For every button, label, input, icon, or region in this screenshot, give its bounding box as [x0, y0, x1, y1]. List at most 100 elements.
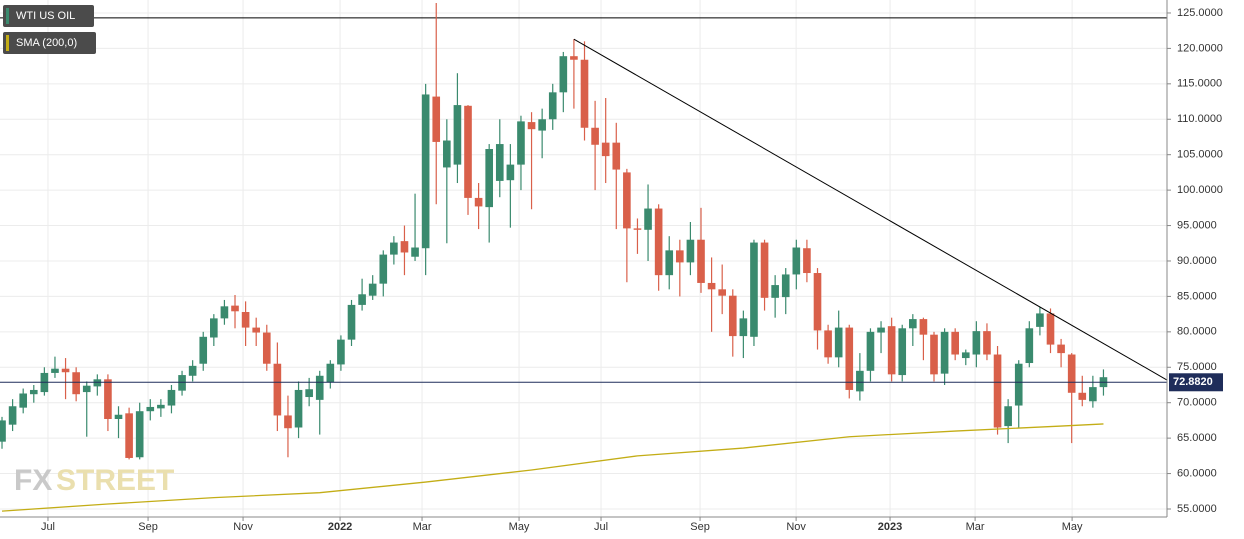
candle-body — [866, 331, 875, 371]
x-tick-label: 2022 — [328, 521, 352, 533]
x-tick-label: Mar — [966, 521, 985, 533]
candle-body — [803, 248, 811, 274]
candle-body — [220, 306, 229, 319]
candle-body — [612, 142, 621, 170]
watermark-street: STREET — [56, 464, 174, 497]
candle-body — [750, 242, 758, 337]
x-tick-label: Jul — [41, 521, 55, 533]
candle-body — [559, 56, 568, 93]
candle-body — [527, 122, 536, 130]
candle-body — [61, 368, 70, 373]
candle-body — [697, 239, 705, 283]
candle-body — [1057, 344, 1065, 354]
x-tick-label: Jul — [594, 521, 608, 533]
last-price-label: 72.8820 — [1173, 376, 1213, 388]
candle-body — [665, 250, 674, 276]
candle-body — [845, 327, 854, 390]
candle-body — [781, 274, 790, 298]
legend-box[interactable] — [3, 32, 96, 54]
legend: WTI US OIL SMA (200,0) — [3, 5, 96, 54]
candle-body — [368, 283, 377, 296]
candle-body — [326, 363, 335, 383]
candle-body — [591, 127, 599, 145]
y-tick-label: 105.0000 — [1177, 149, 1223, 161]
candle-body — [19, 393, 28, 408]
candle-body — [919, 319, 928, 335]
candle-body — [432, 96, 441, 142]
candle-body — [601, 142, 610, 157]
candle-body — [474, 197, 483, 207]
candle-body — [898, 328, 907, 376]
legend-swatch — [6, 8, 9, 24]
candle-body — [951, 331, 959, 355]
x-tick-label: 2023 — [878, 521, 902, 533]
y-tick-label: 85.0000 — [1177, 290, 1217, 302]
candle-body — [961, 352, 970, 359]
candle-body — [188, 365, 197, 376]
candle-body — [909, 319, 917, 329]
y-tick-label: 55.0000 — [1177, 503, 1217, 515]
candle-body — [718, 289, 726, 296]
candle-body — [284, 415, 292, 429]
y-tick-label: 110.0000 — [1177, 113, 1222, 125]
y-tick-label: 100.0000 — [1177, 184, 1223, 196]
candle-body — [294, 389, 303, 428]
legend-box[interactable] — [3, 5, 94, 27]
y-tick-label: 75.0000 — [1177, 361, 1217, 373]
candle-body — [390, 242, 398, 255]
candle-body — [972, 331, 981, 355]
candle-body — [135, 411, 144, 458]
candle-body — [485, 149, 494, 208]
candle-body — [887, 326, 896, 375]
candle-body — [676, 250, 684, 263]
x-tick-label: Mar — [413, 521, 432, 533]
candle-body — [29, 389, 38, 395]
candle-body — [358, 294, 366, 305]
x-tick-label: Sep — [138, 521, 158, 533]
watermark: FX STREET — [14, 464, 174, 497]
marks — [0, 3, 1168, 512]
candle-body — [548, 92, 557, 120]
candle-body — [739, 318, 748, 337]
candle-body — [633, 228, 642, 230]
candle-body — [993, 354, 1002, 428]
candle-body — [930, 334, 938, 375]
candle-body — [178, 375, 186, 391]
candle-body — [877, 327, 885, 333]
y-tick-label: 125.0000 — [1177, 7, 1223, 19]
candle-body — [146, 406, 155, 412]
candle-body — [379, 254, 388, 284]
candle-body — [940, 331, 949, 374]
candle-body — [104, 379, 112, 419]
candle-body — [315, 375, 324, 400]
candle-body — [1078, 392, 1087, 400]
x-tick-label: May — [1062, 521, 1083, 533]
candle-body — [580, 59, 589, 128]
axes: 55.0000 60.0000 65.0000 70.0000 75.0000 80.00… — [41, 7, 1223, 533]
candle-body — [114, 414, 123, 419]
candle-body — [570, 56, 578, 60]
grid — [0, 0, 1167, 517]
candle-body — [241, 311, 250, 328]
candle-body — [1067, 354, 1076, 393]
candle-body — [1089, 387, 1097, 402]
candle-body — [337, 339, 345, 365]
candle-body — [538, 119, 546, 131]
candle-body — [421, 94, 430, 249]
x-tick-label: Sep — [690, 521, 710, 533]
candle-body — [644, 208, 652, 230]
candle-body — [305, 389, 313, 398]
candle-body — [506, 164, 515, 181]
candle-body — [82, 385, 91, 393]
candle-body — [834, 327, 843, 358]
candle-body — [231, 305, 239, 312]
y-tick-label: 95.0000 — [1177, 219, 1217, 231]
candle-body — [93, 379, 102, 387]
candle-body — [495, 144, 504, 181]
watermark-fx: FX — [14, 464, 52, 497]
legend-label: WTI US OIL — [16, 10, 75, 22]
candle-body — [1025, 328, 1034, 364]
y-tick-label: 115.0000 — [1177, 78, 1222, 90]
candle-body — [8, 406, 17, 425]
candle-body — [273, 363, 282, 416]
